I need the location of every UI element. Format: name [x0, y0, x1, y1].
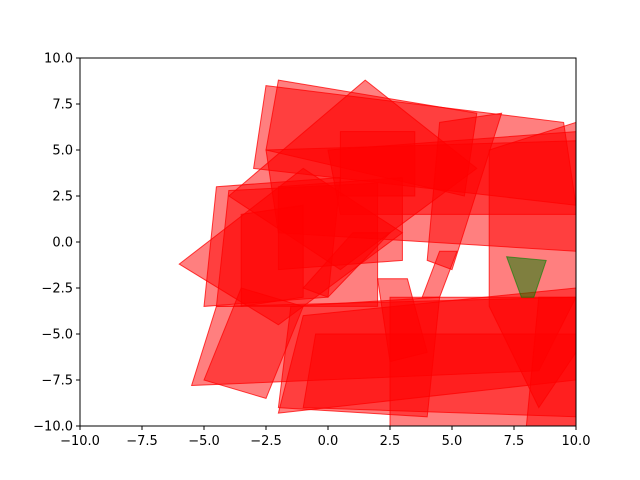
obstacle-polygon-21: [240, 204, 304, 307]
y-axis: −10.0 −7.5 −5.0 −2.5 0.0 2.5 5.0 7.5 10.0: [33, 52, 80, 435]
y-tick-label: −5.0: [41, 328, 73, 343]
obstacle-polygon-20: [525, 296, 576, 426]
x-tick-label: −5.0: [188, 434, 220, 449]
y-tick-label: 7.5: [52, 98, 73, 113]
goal-polygon: [505, 256, 547, 298]
obstacle-polygon-13: [426, 112, 503, 271]
y-tick-label: 0.0: [52, 236, 73, 251]
plot-area: [178, 79, 576, 426]
y-tick-label: 2.5: [52, 190, 73, 205]
y-tick-label: 10.0: [44, 52, 73, 67]
x-tick-label: 10.0: [562, 434, 591, 449]
y-tick-label: −10.0: [33, 420, 73, 435]
y-tick-label: −2.5: [41, 282, 73, 297]
x-axis: −10.0 −7.5 −5.0 −2.5 0.0 2.5 5.0 7.5 10.0: [60, 426, 590, 449]
x-tick-label: 7.5: [504, 434, 525, 449]
obstacle-polygon-18: [277, 296, 441, 418]
x-tick-label: −2.5: [250, 434, 282, 449]
obstacle-polygon-22: [339, 131, 416, 197]
x-tick-label: 0.0: [318, 434, 339, 449]
x-tick-label: 2.5: [380, 434, 401, 449]
x-tick-label: −10.0: [60, 434, 100, 449]
y-tick-label: −7.5: [41, 374, 73, 389]
x-tick-label: 5.0: [442, 434, 463, 449]
y-tick-label: 5.0: [52, 144, 73, 159]
x-tick-label: −7.5: [126, 434, 158, 449]
